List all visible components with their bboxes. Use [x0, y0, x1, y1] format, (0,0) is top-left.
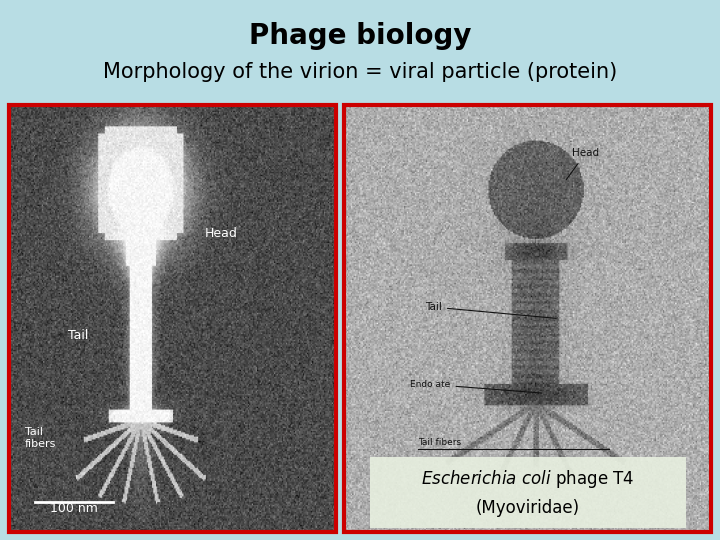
Text: $\it{Escherichia\ coli}$ phage T4: $\it{Escherichia\ coli}$ phage T4	[421, 468, 634, 490]
Text: Endo ate: Endo ate	[410, 380, 541, 393]
Text: Tail: Tail	[425, 302, 557, 319]
Text: Head: Head	[566, 148, 599, 180]
Text: Tail
fibers: Tail fibers	[25, 427, 56, 449]
Text: Tail: Tail	[68, 329, 88, 342]
Text: Morphology of the virion = viral particle (protein): Morphology of the virion = viral particl…	[103, 62, 617, 82]
Text: Head: Head	[205, 227, 238, 240]
Text: (Myoviridae): (Myoviridae)	[476, 500, 580, 517]
Text: Phage biology: Phage biology	[248, 22, 472, 50]
FancyBboxPatch shape	[370, 457, 685, 528]
Text: 100 nm: 100 nm	[50, 502, 98, 515]
Text: Tail fibers: Tail fibers	[418, 437, 461, 447]
